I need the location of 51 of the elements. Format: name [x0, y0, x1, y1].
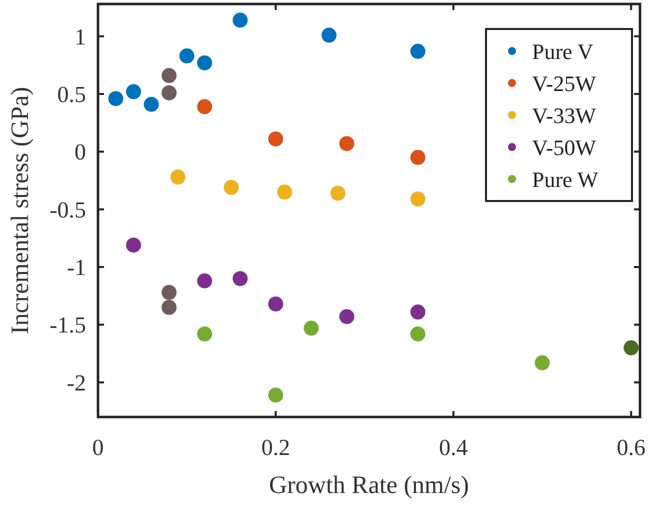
y-tick-label: -0.5 — [50, 197, 86, 222]
x-tick-label: 0.4 — [439, 435, 468, 460]
point — [232, 12, 248, 28]
point — [277, 184, 292, 200]
point — [330, 186, 346, 201]
legend-label: V-33W — [532, 103, 596, 128]
point — [339, 309, 354, 324]
point — [197, 55, 212, 70]
point — [170, 170, 186, 185]
y-tick-label: 0 — [74, 140, 86, 165]
legend-label: Pure W — [532, 167, 598, 192]
point — [268, 131, 284, 146]
legend-label: Pure V — [532, 39, 594, 64]
x-axis-title: Growth Rate (nm/s) — [269, 472, 469, 499]
point — [624, 340, 639, 356]
point — [162, 68, 177, 84]
y-axis-title: Incremental stress (GPa) — [7, 86, 34, 334]
point — [162, 300, 177, 315]
point — [339, 136, 354, 152]
point — [162, 284, 177, 300]
point — [268, 296, 284, 312]
point — [534, 355, 550, 370]
y-tick-label: -2 — [66, 370, 86, 396]
point — [322, 28, 337, 43]
point — [410, 150, 426, 165]
point — [162, 85, 177, 100]
legend-label: V-25W — [532, 71, 596, 96]
point — [304, 320, 319, 336]
point — [197, 99, 212, 114]
point — [224, 180, 239, 195]
legend-label: V-50W — [532, 135, 596, 160]
point — [144, 96, 159, 112]
point — [268, 388, 284, 403]
y-tick-label: 1 — [74, 24, 86, 50]
point — [410, 191, 426, 206]
y-tick-label: -1 — [66, 255, 86, 280]
x-tick-label: 0.6 — [616, 435, 646, 460]
point — [108, 91, 124, 106]
point — [126, 238, 142, 253]
point — [410, 44, 426, 59]
point — [410, 304, 426, 320]
x-tick-label: 0 — [92, 435, 104, 460]
point — [179, 48, 194, 64]
y-tick-label: -1.5 — [50, 312, 86, 338]
point — [126, 84, 142, 100]
x-tick-label: 0.2 — [261, 435, 290, 460]
point — [197, 326, 212, 342]
y-tick-label: 0.5 — [57, 82, 86, 107]
point — [410, 326, 426, 342]
point — [232, 271, 248, 286]
point — [197, 273, 212, 288]
